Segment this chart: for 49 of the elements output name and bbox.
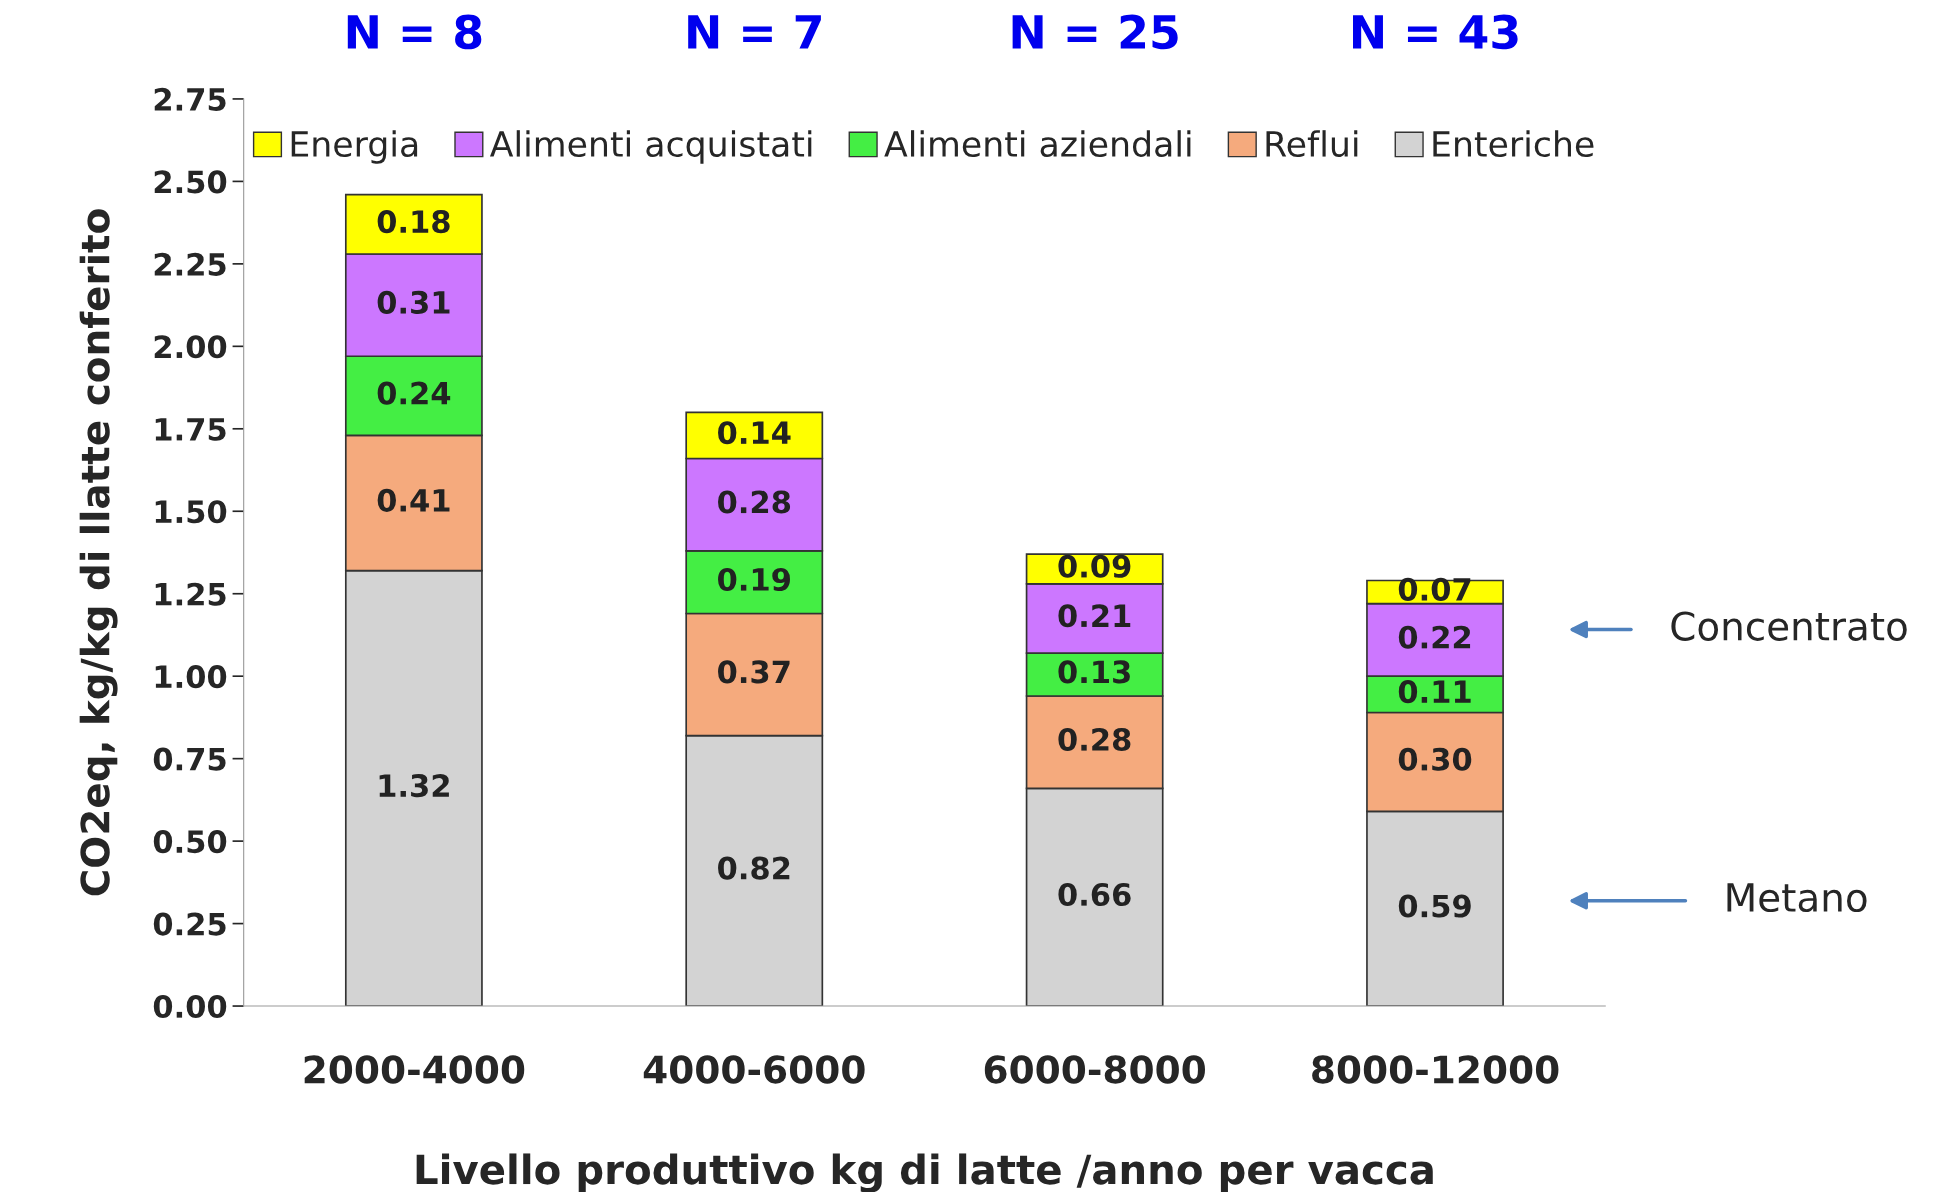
y-tick-label: 2.00 — [154, 335, 227, 359]
text: N = 43 — [1353, 14, 1518, 50]
data-label: 0.07 — [1398, 577, 1471, 601]
x-tick-label: 6000-8000 — [984, 1055, 1206, 1084]
text: N = 25 — [1012, 14, 1178, 50]
data-label: 0.24 — [377, 381, 451, 405]
data-label: 0.14 — [718, 421, 791, 445]
x-tick-label: 8000-12000 — [1312, 1055, 1559, 1084]
y-tick-label: 2.75 — [154, 87, 226, 111]
data-label: 1.32 — [379, 774, 449, 798]
y-tick-label: 0.75 — [153, 747, 226, 771]
data-label: 0.22 — [1398, 625, 1471, 649]
y-tick-label: 0.50 — [153, 830, 227, 854]
text: Metano — [1727, 883, 1867, 913]
text: N = 7 — [688, 15, 821, 49]
y-tick-label: 0.00 — [153, 994, 227, 1019]
legend-label: Enteriche — [1433, 130, 1594, 158]
data-label: 0.19 — [718, 567, 790, 592]
y-tick-label: 1.00 — [155, 665, 227, 689]
legend-label: Energia — [291, 130, 418, 164]
data-label: 0.28 — [1058, 727, 1131, 752]
y-tick-label: 2.50 — [154, 170, 227, 194]
data-label: 0.37 — [718, 660, 790, 684]
data-label: 0.82 — [718, 856, 790, 880]
y-tick-label: 1.75 — [155, 418, 226, 441]
data-label: 0.18 — [377, 210, 450, 234]
data-label: 0.30 — [1398, 747, 1472, 771]
data-label: 0.21 — [1058, 604, 1131, 628]
legend-label: Alimenti acquistati — [489, 130, 812, 164]
data-label: 0.09 — [1058, 554, 1131, 578]
data-label: 0.41 — [377, 488, 450, 512]
x-tick-label: 2000-4000 — [304, 1055, 525, 1084]
data-label: 0.59 — [1398, 894, 1471, 918]
x-tick-label: 4000-6000 — [643, 1055, 865, 1084]
y-tick-label: 2.25 — [154, 252, 226, 276]
y-tick-label: 0.25 — [153, 912, 226, 936]
text: Concentrato — [1671, 611, 1907, 641]
data-label: 0.31 — [377, 290, 450, 314]
legend-label: Reflui — [1266, 130, 1358, 158]
data-label: 0.13 — [1058, 660, 1130, 684]
text: N = 8 — [347, 14, 482, 50]
y-tick-label: 1.25 — [155, 582, 226, 606]
x-axis-title: Livello produttivo kg di latte /anno per vacca — [416, 1153, 1433, 1192]
data-label: 0.66 — [1058, 882, 1131, 907]
y-axis-title: CO2eq, kg/kg di llatte conferito — [79, 209, 118, 896]
data-label: 0.28 — [718, 490, 791, 514]
y-tick-label: 1.50 — [155, 500, 227, 524]
legend-label: Alimenti aziendali — [884, 130, 1191, 158]
data-label: 0.11 — [1398, 680, 1471, 704]
